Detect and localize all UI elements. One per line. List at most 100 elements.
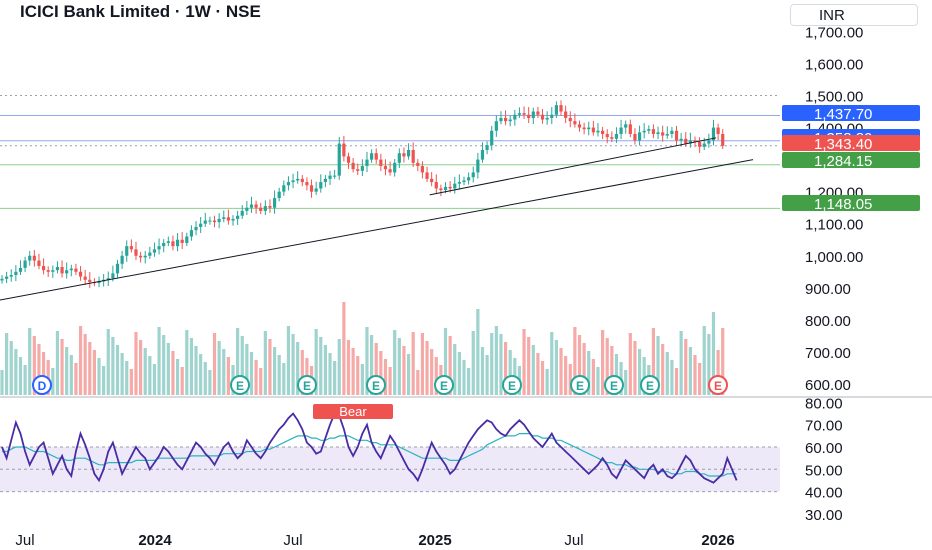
event-marker xyxy=(32,375,52,395)
event-marker xyxy=(640,375,660,395)
volume-bar xyxy=(448,336,452,395)
volume-bar xyxy=(92,350,96,395)
event-marker xyxy=(604,375,624,395)
volume-bar xyxy=(397,338,401,395)
candle-body xyxy=(166,241,170,243)
candle-body xyxy=(180,239,184,243)
volume-bar xyxy=(51,368,55,395)
candle-body xyxy=(88,279,92,283)
volume-bar xyxy=(637,349,642,395)
volume-bar xyxy=(143,348,147,395)
candle-body xyxy=(189,230,194,237)
volume-bar xyxy=(106,329,110,395)
candle-body xyxy=(55,266,60,271)
candle-body xyxy=(333,175,337,177)
candle-body xyxy=(688,140,692,144)
candle-body xyxy=(383,166,388,170)
candle-body xyxy=(337,143,341,176)
volume-bar xyxy=(175,359,180,395)
volume-bar xyxy=(18,357,23,395)
volume-bar xyxy=(0,370,4,395)
candle-body xyxy=(83,276,87,280)
event-marker-label: E xyxy=(610,379,618,393)
candle-body xyxy=(106,278,110,280)
bear-annotation-label: Bear xyxy=(339,404,367,419)
event-marker xyxy=(230,375,250,395)
candle-body xyxy=(37,260,41,267)
x-tick-label: Jul xyxy=(15,532,34,549)
volume-bar xyxy=(102,366,106,395)
candle-body xyxy=(277,191,281,199)
volume-bar xyxy=(642,357,646,395)
candle-body xyxy=(665,133,669,136)
candle-body xyxy=(296,178,300,181)
candle-body xyxy=(577,124,582,128)
volume-bar xyxy=(711,312,716,395)
candle-body xyxy=(554,105,558,115)
volume-bar xyxy=(716,350,720,395)
volume-bar xyxy=(32,336,36,395)
volume-bar xyxy=(9,341,13,395)
volume-bar xyxy=(162,335,166,395)
volume-bar xyxy=(189,338,194,395)
candle-body xyxy=(286,182,291,186)
volume-bar xyxy=(268,339,272,395)
y-tick-label: 600.00 xyxy=(805,377,851,394)
volume-bar xyxy=(698,363,702,395)
volume-bar xyxy=(360,364,364,395)
volume-bar xyxy=(536,353,540,395)
candle-body xyxy=(462,180,466,183)
candle-body xyxy=(148,252,152,256)
volume-bar xyxy=(674,368,679,395)
candle-body xyxy=(323,178,327,183)
candle-body xyxy=(115,263,120,274)
volume-bar xyxy=(272,347,277,395)
rsi-ma-line xyxy=(2,433,737,477)
volume-bar xyxy=(282,363,286,395)
candle-body xyxy=(245,207,249,211)
volume-bar xyxy=(702,326,706,395)
volume-bar xyxy=(185,330,189,395)
event-marker xyxy=(366,375,386,395)
candle-body xyxy=(32,255,36,261)
candle-body xyxy=(120,255,124,264)
volume-bar xyxy=(55,331,60,395)
volume-bar xyxy=(411,332,415,395)
x-tick-label: Jul xyxy=(564,532,583,549)
candle-body xyxy=(240,210,244,216)
candle-body xyxy=(702,143,706,147)
volume-bar xyxy=(346,340,351,395)
volume-bar xyxy=(624,370,628,395)
volume-bar xyxy=(527,337,531,395)
candle-body xyxy=(679,138,683,141)
price-label-box xyxy=(782,105,920,121)
volume-bar xyxy=(5,333,9,395)
candle-body xyxy=(490,130,494,146)
volume-bar xyxy=(550,332,554,395)
x-tick-label: Jul xyxy=(283,532,302,549)
candle-body xyxy=(393,162,397,173)
candle-body xyxy=(236,215,240,219)
candle-body xyxy=(430,178,434,183)
x-tick-label: 2025 xyxy=(418,532,451,549)
candle-body xyxy=(28,255,32,261)
candle-body xyxy=(143,255,147,258)
volume-bar xyxy=(245,344,249,395)
volume-bar xyxy=(157,327,161,395)
price-label-box xyxy=(782,195,920,211)
event-marker-label: E xyxy=(646,379,654,393)
candle-body xyxy=(522,113,526,115)
candle-body xyxy=(467,177,471,181)
volume-bar xyxy=(337,339,341,395)
volume-bar xyxy=(351,348,355,395)
candle-body xyxy=(573,121,577,125)
candle-body xyxy=(499,117,503,122)
volume-bar xyxy=(499,334,503,395)
volume-bar xyxy=(402,346,406,395)
currency-selector[interactable]: INR xyxy=(790,4,918,26)
candle-body xyxy=(356,169,360,171)
candle-body xyxy=(494,121,498,131)
candle-body xyxy=(619,127,623,134)
rsi-line xyxy=(1,412,738,484)
